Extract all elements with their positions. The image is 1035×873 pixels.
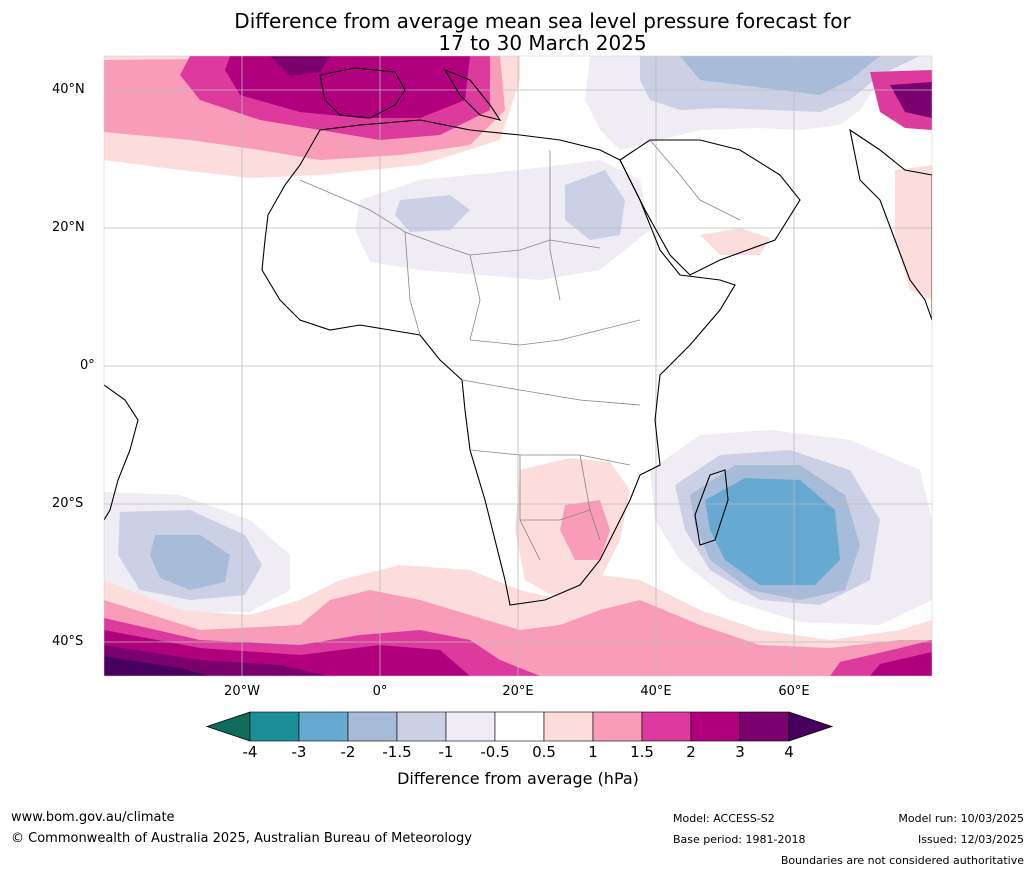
colorbar <box>205 711 834 742</box>
website-text: www.bom.gov.au/climate <box>11 810 175 825</box>
lon-label-60e: 60°E <box>778 684 810 699</box>
lon-label-40e: 40°E <box>640 684 672 699</box>
colorbar-swatch <box>445 711 496 742</box>
colorbar-tick-label: 2 <box>686 743 696 761</box>
lon-label-0: 0° <box>372 684 388 699</box>
colorbar-tick-label: -4 <box>242 743 258 761</box>
colorbar-swatch <box>347 711 398 742</box>
colorbar-extend-low <box>205 711 251 742</box>
colorbar-label: Difference from average (hPa) <box>397 769 639 788</box>
north-high-anomaly <box>104 56 520 178</box>
lat-label-20n: 20°N <box>52 220 85 235</box>
colorbar-swatch <box>396 711 447 742</box>
india-high-patch <box>895 165 932 300</box>
colorbar-tick-label: 1.5 <box>630 743 654 761</box>
map-title: Difference from average mean sea level p… <box>234 9 851 55</box>
colorbar-swatch <box>739 711 790 742</box>
copyright-text: © Commonwealth of Australia 2025, Austra… <box>11 831 472 846</box>
issued-text: Issued: 12/03/2025 <box>917 833 1024 846</box>
model-text: Model: ACCESS-S2 <box>673 812 775 825</box>
base-period-text: Base period: 1981-2018 <box>673 833 806 846</box>
southern-africa-high-anomaly <box>515 458 630 600</box>
country-borders <box>299 139 741 561</box>
graticule <box>104 56 932 676</box>
model-run-text: Model run: 10/03/2025 <box>898 812 1024 825</box>
colorbar-swatch <box>494 711 545 742</box>
colorbar-tick-label: -0.5 <box>480 743 510 761</box>
colorbar-swatch <box>298 711 349 742</box>
colorbar-tick-label: 4 <box>784 743 794 761</box>
colorbar-swatch <box>249 711 300 742</box>
lat-label-0: 0° <box>80 358 95 373</box>
lat-label-40n: 40°N <box>52 82 85 97</box>
lon-label-20e: 20°E <box>502 684 534 699</box>
colorbar-tick-label: -1 <box>438 743 454 761</box>
middle-east-low-anomaly <box>585 56 932 150</box>
colorbar-tick-label: 3 <box>735 743 745 761</box>
colorbar-tick-label: -2 <box>340 743 356 761</box>
colorbar-swatch <box>543 711 594 742</box>
colorbar-tick-label: -1.5 <box>382 743 412 761</box>
colorbar-swatch <box>641 711 692 742</box>
colorbar-swatch <box>592 711 643 742</box>
lat-label-40s: 40°S <box>52 634 84 649</box>
colorbar-tick-label: 0.5 <box>532 743 556 761</box>
indian-ocean-low-anomaly <box>650 430 932 625</box>
lon-label-20w: 20°W <box>224 684 260 699</box>
colorbar-swatch <box>690 711 741 742</box>
disclaimer-text: Boundaries are not considered authoritat… <box>780 854 1024 867</box>
colorbar-tick-label: 1 <box>588 743 598 761</box>
colorbar-tick-label: -3 <box>291 743 307 761</box>
lat-label-20s: 20°S <box>52 496 84 511</box>
sahara-low-anomaly <box>355 160 650 280</box>
coastlines <box>104 67 932 606</box>
south-atlantic-low-anomaly <box>104 492 290 612</box>
colorbar-extend-high <box>788 711 834 742</box>
